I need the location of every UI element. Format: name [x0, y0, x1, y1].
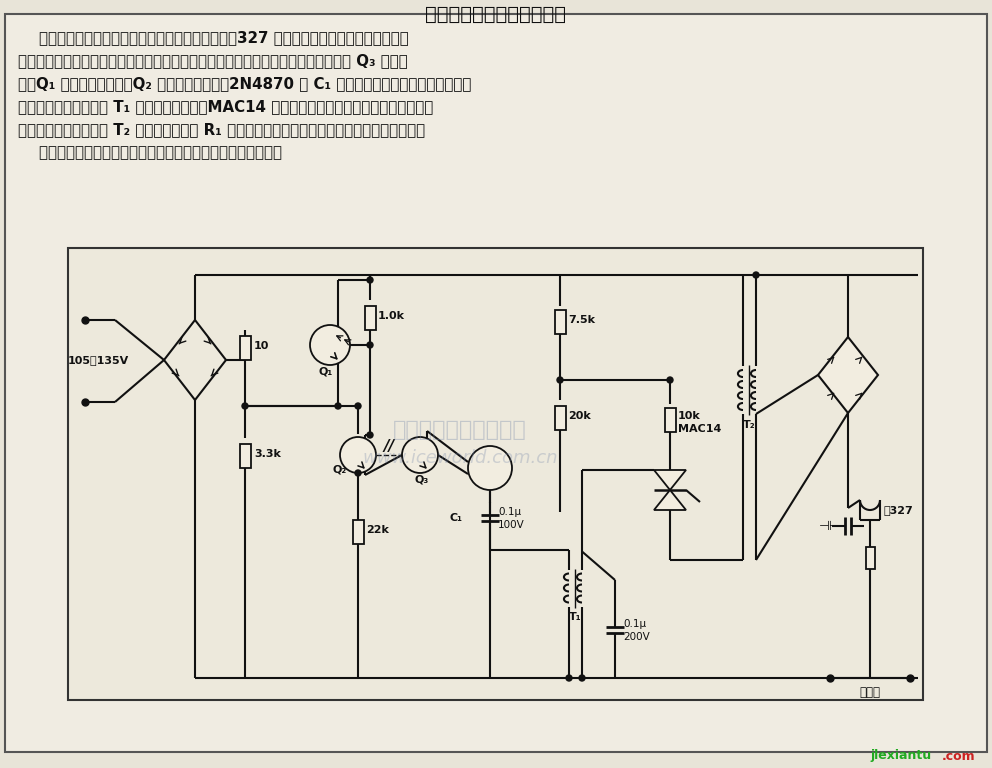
Text: .com: .com: [942, 750, 975, 763]
Bar: [364, 306, 376, 330]
Circle shape: [242, 403, 248, 409]
Circle shape: [355, 470, 361, 476]
Text: 本电路把调节器与危险的高压隔离开来，这是它的一个特点。: 本电路把调节器与危险的高压隔离开来，这是它的一个特点。: [18, 145, 282, 160]
Text: ＃327: ＃327: [884, 505, 914, 515]
Text: T₂: T₂: [743, 420, 755, 430]
Text: 低，Q₁ 集电极电流增大，Q₂ 集电极电流减小，2N4870 和 C₁ 组成的单结晶体管振荡电路频率下: 低，Q₁ 集电极电流增大，Q₂ 集电极电流减小，2N4870 和 C₁ 组成的单…: [18, 76, 471, 91]
Text: ⊣⊢: ⊣⊢: [819, 519, 841, 532]
Circle shape: [340, 437, 376, 473]
Text: D₂: D₂: [841, 375, 855, 385]
Text: 北京冰山科技有限公司: 北京冰山科技有限公司: [393, 420, 527, 440]
Circle shape: [367, 277, 373, 283]
Text: 10: 10: [254, 341, 270, 351]
Text: 接负载: 接负载: [859, 686, 881, 699]
Text: 10k: 10k: [678, 411, 700, 421]
Text: www.iceworld.com.cn: www.iceworld.com.cn: [362, 449, 558, 467]
Circle shape: [468, 446, 512, 490]
Text: Q₃: Q₃: [415, 475, 430, 485]
Text: Q₁: Q₁: [318, 367, 333, 377]
Text: C₁: C₁: [449, 513, 462, 523]
Text: 7.5k: 7.5k: [568, 315, 595, 325]
Circle shape: [310, 325, 350, 365]
Bar: [239, 444, 251, 468]
Text: //: //: [383, 439, 395, 455]
Polygon shape: [164, 320, 226, 400]
Text: 2N4870: 2N4870: [470, 464, 510, 472]
Text: 105～135V: 105～135V: [68, 355, 129, 365]
Polygon shape: [654, 470, 686, 490]
Text: 100V: 100V: [498, 520, 525, 530]
Text: 20k: 20k: [568, 411, 591, 421]
Text: 本电路可用来对一个高压电源进行调节。指示灯＃327 接在高压整流器的输出端，它的亮: 本电路可用来对一个高压电源进行调节。指示灯＃327 接在高压整流器的输出端，它的…: [18, 30, 409, 45]
Text: 200V: 200V: [623, 632, 650, 642]
Circle shape: [557, 377, 563, 383]
Circle shape: [753, 272, 759, 278]
Text: 度随输出电压的高低而变。当高压整流器输出电压过高时，指示灯亮度增强，光电管 Q₃ 内阳降: 度随输出电压的高低而变。当高压整流器输出电压过高时，指示灯亮度增强，光电管 Q₃…: [18, 53, 408, 68]
Bar: [239, 336, 251, 360]
Text: Q₂: Q₂: [333, 465, 347, 475]
Polygon shape: [654, 490, 686, 510]
Text: 电源电路中的光电调节电路: 电源电路中的光电调节电路: [426, 5, 566, 24]
Circle shape: [335, 403, 341, 409]
Text: MDA9204: MDA9204: [171, 352, 219, 360]
Circle shape: [579, 675, 585, 681]
Bar: [555, 406, 565, 430]
Circle shape: [566, 675, 572, 681]
Text: 0.1μ: 0.1μ: [498, 507, 521, 517]
Bar: [68, 248, 923, 700]
Circle shape: [367, 432, 373, 438]
Bar: [555, 310, 565, 334]
Bar: [865, 547, 875, 569]
Circle shape: [367, 342, 373, 348]
Text: D₁: D₁: [187, 333, 202, 343]
Text: jlexiantu: jlexiantu: [870, 750, 931, 763]
Text: 时，自动关闭。变压器 T₂ 的初级电流通过 R₁ 支路受到衰减，于是高压整流器的输出电压下降。: 时，自动关闭。变压器 T₂ 的初级电流通过 R₁ 支路受到衰减，于是高压整流器的…: [18, 122, 426, 137]
Polygon shape: [818, 337, 878, 413]
Text: 0.1μ: 0.1μ: [623, 619, 646, 629]
Text: T₁: T₁: [568, 613, 581, 623]
Circle shape: [355, 403, 361, 409]
Bar: [665, 408, 676, 432]
Bar: [352, 520, 363, 544]
Text: MAC14: MAC14: [678, 424, 721, 434]
Text: 3.3k: 3.3k: [254, 449, 281, 459]
Circle shape: [402, 437, 438, 473]
Text: 1.0k: 1.0k: [378, 311, 405, 321]
Text: 22k: 22k: [366, 525, 389, 535]
Circle shape: [667, 377, 673, 383]
Text: 降，由于受脉冲变压器 T₁ 的频率响应限制，MAC14 的栅极达不到触发电平，在交流信号过零: 降，由于受脉冲变压器 T₁ 的频率响应限制，MAC14 的栅极达不到触发电平，在…: [18, 99, 434, 114]
